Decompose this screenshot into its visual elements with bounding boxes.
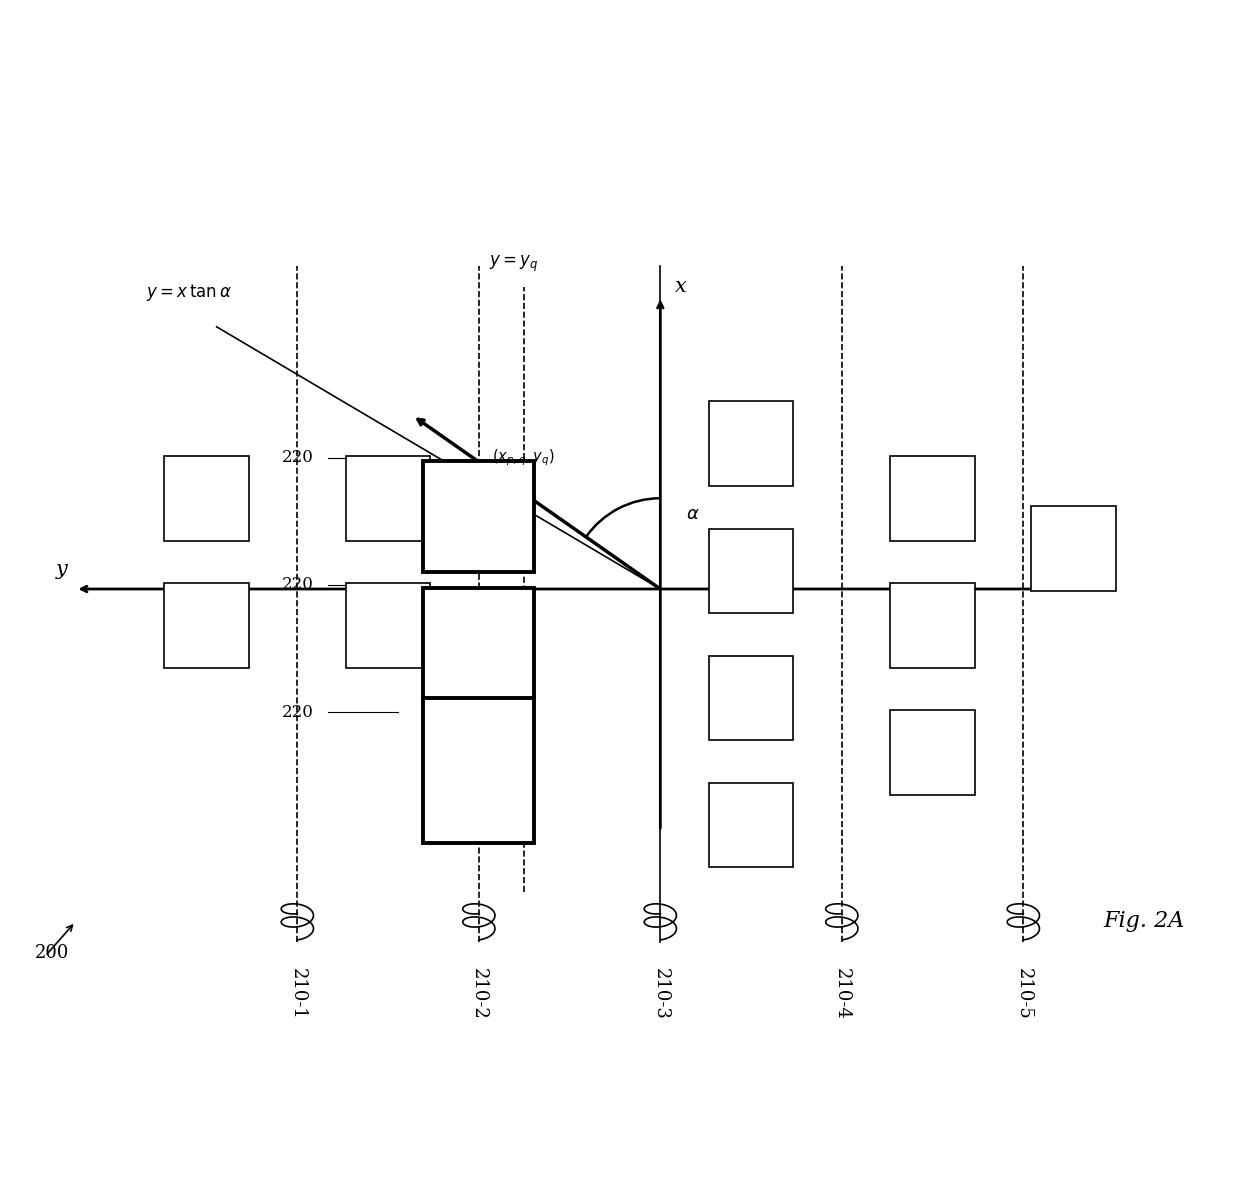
Text: $y = y_q$: $y = y_q$: [490, 254, 539, 274]
Text: $(x_{p,q}, y_q)$: $(x_{p,q}, y_q)$: [492, 448, 554, 468]
Text: y: y: [56, 560, 67, 578]
Text: 210-1: 210-1: [289, 968, 306, 1020]
Text: x: x: [675, 277, 686, 296]
Bar: [346, 456, 430, 541]
Bar: [164, 456, 249, 541]
Bar: [709, 529, 794, 614]
Bar: [423, 461, 534, 571]
Bar: [709, 402, 794, 487]
Text: 210-5: 210-5: [1014, 968, 1033, 1020]
Bar: [890, 456, 975, 541]
Bar: [346, 583, 430, 668]
Bar: [890, 710, 975, 795]
Bar: [890, 583, 975, 668]
Text: $y = x\,\tan\alpha$: $y = x\,\tan\alpha$: [146, 282, 232, 303]
Text: 210-3: 210-3: [651, 968, 670, 1020]
Bar: [423, 697, 534, 843]
Bar: [1032, 507, 1116, 591]
Text: 210-4: 210-4: [833, 968, 851, 1020]
Text: 200: 200: [35, 944, 69, 962]
Text: Fig. 2A: Fig. 2A: [1104, 909, 1184, 932]
Text: $\alpha$: $\alpha$: [686, 505, 699, 523]
Bar: [164, 583, 249, 668]
Text: 220: 220: [281, 703, 314, 721]
Bar: [423, 588, 534, 699]
Text: 220: 220: [281, 576, 314, 594]
Text: 210-2: 210-2: [470, 968, 487, 1020]
Text: 220: 220: [281, 450, 314, 466]
Bar: [709, 782, 794, 867]
Bar: [709, 655, 794, 740]
